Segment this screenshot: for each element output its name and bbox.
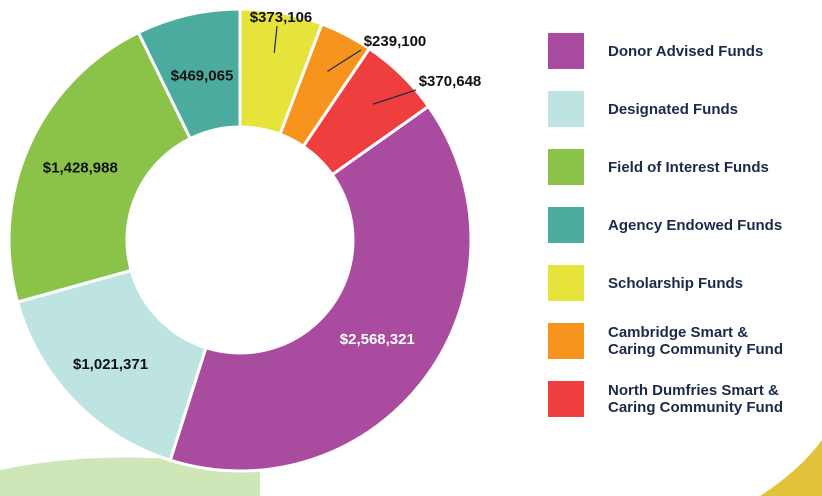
legend-label: Donor Advised Funds: [608, 42, 764, 60]
legend-item: North Dumfries Smart & Caring Community …: [548, 370, 798, 428]
data-label: $239,100: [364, 33, 427, 50]
legend-swatch: [548, 207, 584, 243]
slice: [7, 30, 193, 304]
legend-swatch: [548, 265, 584, 301]
legend-label: Designated Funds: [608, 100, 739, 118]
legend-label: Scholarship Funds: [608, 274, 744, 292]
legend-label: Field of Interest Funds: [608, 158, 769, 176]
legend-swatch: [548, 381, 584, 417]
legend-label: Agency Endowed Funds: [608, 216, 783, 234]
legend-item: Scholarship Funds: [548, 254, 798, 312]
leader-line: [273, 25, 278, 54]
data-label: $2,568,321: [340, 331, 415, 348]
slice: [168, 104, 473, 473]
decor: [760, 440, 822, 496]
legend-swatch: [548, 33, 584, 69]
leader-line: [327, 49, 362, 72]
legend-swatch: [548, 91, 584, 127]
data-label: $373,106: [250, 9, 313, 26]
data-label: $1,428,988: [43, 159, 118, 176]
legend: Donor Advised Funds Designated Funds Field…: [548, 22, 798, 428]
slice: [136, 7, 242, 141]
legend-label: North Dumfries Smart & Caring Community …: [608, 382, 783, 416]
legend-swatch: [548, 323, 584, 359]
legend-item: Field of Interest Funds: [548, 138, 798, 196]
legend-item: Donor Advised Funds: [548, 22, 798, 80]
leader-line: [372, 89, 417, 105]
data-label: $370,648: [419, 73, 482, 90]
slice: [15, 268, 208, 463]
data-label: $1,021,371: [73, 356, 148, 373]
legend-label: Cambridge Smart & Caring Community Fund: [608, 324, 783, 358]
legend-item: Cambridge Smart & Caring Community Fund: [548, 312, 798, 370]
data-label: $469,065: [171, 67, 234, 84]
legend-item: Designated Funds: [548, 80, 798, 138]
legend-item: Agency Endowed Funds: [548, 196, 798, 254]
legend-swatch: [548, 149, 584, 185]
